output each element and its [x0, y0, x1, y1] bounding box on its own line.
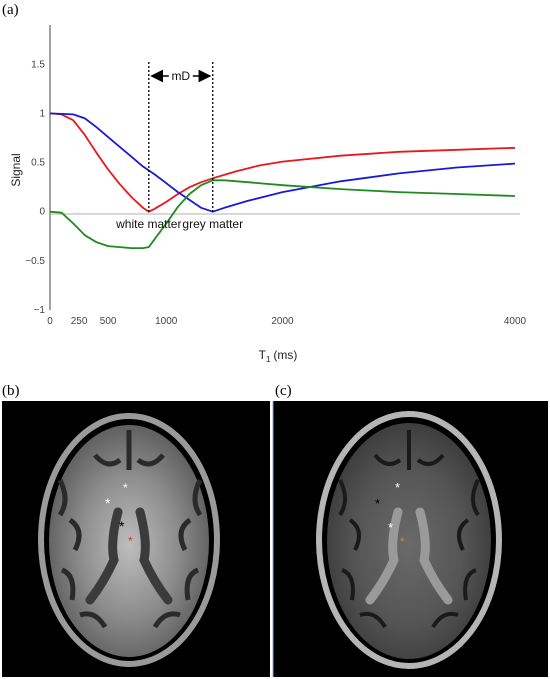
- brain-c-marker-white-2: *: [388, 520, 393, 535]
- x-axis-label: T1 (ms): [259, 348, 298, 364]
- brain-b-sulci: [57, 430, 203, 629]
- y-tick-labels: −1 −0.5 0 0.5 1 1.5: [25, 59, 45, 316]
- brain-c-marker-white-1: *: [395, 480, 400, 495]
- mD-label-background: [168, 67, 193, 83]
- x-tick-label: 2000: [271, 316, 294, 327]
- x-tick-label: 0: [47, 316, 53, 327]
- series-line-3: [49, 179, 516, 250]
- x-axis-label-subscript: 1: [266, 355, 271, 364]
- series-line-1: [49, 112, 516, 213]
- brain-b-skull: [38, 413, 220, 667]
- x-axis-label-main: T: [259, 348, 267, 362]
- brain-c-marker-orange: *: [400, 536, 405, 548]
- y-tick-label: 1: [39, 108, 45, 119]
- panel-a-label: (a): [2, 2, 19, 18]
- y-tick-label: 0: [39, 207, 45, 218]
- series-line-2: [49, 112, 516, 213]
- mD-label: mD: [171, 69, 190, 83]
- y-tick-label: 0.5: [31, 158, 45, 169]
- brain-image-b: * * * *: [2, 401, 270, 677]
- y-tick-label: 1.5: [31, 59, 45, 70]
- x-tick-label: 4000: [504, 316, 527, 327]
- y-tick-label: −1: [34, 305, 46, 316]
- brain-b-marker-black: *: [119, 518, 125, 534]
- x-axis-label-units: (ms): [273, 348, 297, 362]
- brain-b-marker-white-1: *: [105, 495, 111, 511]
- x-tick-labels: 0 250 500 1000 2000 4000: [47, 316, 526, 327]
- brain-b-ventricles: [85, 507, 173, 605]
- brain-c-skull: [316, 411, 502, 669]
- brain-image-c: * * * *: [272, 401, 548, 677]
- panel-c-label: (c): [275, 383, 292, 399]
- brain-b-marker-red: *: [128, 534, 133, 548]
- x-tick-label: 500: [100, 316, 117, 327]
- series-layer: [49, 112, 516, 250]
- brain-c-marker-black: *: [375, 496, 380, 511]
- signal-chart: −1 −0.5 0 0.5 1 1.5 0 250 500 1000 2000 4000 Signa…: [9, 25, 527, 364]
- y-tick-label: −0.5: [25, 256, 45, 267]
- panel-b-label: (b): [2, 383, 20, 399]
- y-axis-label: Signal: [9, 153, 23, 186]
- brain-c-ventricles: [365, 507, 453, 605]
- grey-matter-label: grey matter: [182, 217, 243, 231]
- x-tick-label: 1000: [155, 316, 178, 327]
- brain-b-marker-white-2: *: [123, 481, 128, 495]
- x-tick-label: 250: [71, 316, 88, 327]
- white-matter-label: white matter: [115, 217, 181, 231]
- brain-c-sulci: [338, 430, 480, 629]
